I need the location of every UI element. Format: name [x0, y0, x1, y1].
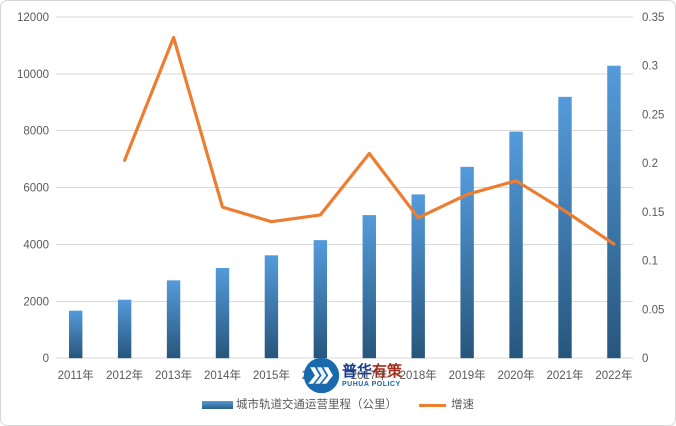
- x-axis-label-2015年: 2015年: [253, 368, 290, 382]
- watermark-text: 普华有策 PUHUA POLICY: [342, 364, 402, 388]
- left-axis-tick-label: 0: [43, 353, 49, 365]
- x-axis-label-2014年: 2014年: [204, 368, 241, 382]
- left-axis-tick-label: 4000: [23, 239, 49, 251]
- bar-2013年: [166, 280, 181, 359]
- x-axis-label-2022年: 2022年: [595, 368, 632, 382]
- right-axis-tick-label: 0.25: [642, 109, 664, 121]
- chart-legend: 城市轨道交通运营里程（公里） 增速: [1, 397, 675, 413]
- watermark-en-name: PUHUA POLICY: [342, 380, 401, 388]
- watermark-cn-name: 普华有策: [342, 364, 402, 379]
- growth-line: [122, 35, 616, 246]
- bar-2019年: [460, 166, 474, 359]
- bar-2012年: [117, 299, 132, 359]
- x-axis-label-2020年: 2020年: [498, 368, 535, 382]
- right-axis-tick-label: 0.05: [642, 304, 664, 316]
- legend-line-swatch: [419, 403, 446, 407]
- x-axis-label-2017年: 2017年: [351, 368, 388, 382]
- x-axis-label-2018年: 2018年: [400, 368, 437, 382]
- legend-bar-label: 城市轨道交通运营里程（公里）: [236, 399, 397, 411]
- right-axis-tick-label: 0.35: [642, 12, 664, 24]
- bar-2021年: [558, 96, 572, 359]
- bar-2017年: [362, 215, 376, 359]
- x-axis-label-2012年: 2012年: [106, 368, 143, 382]
- x-axis-label-2019年: 2019年: [449, 368, 486, 382]
- x-axis-label-2011年: 2011年: [58, 368, 94, 382]
- bar-2011年: [69, 310, 83, 359]
- right-axis-tick-label: 0: [642, 353, 648, 365]
- legend-bar-swatch: [202, 401, 233, 409]
- right-axis-tick-label: 0.2: [642, 158, 658, 170]
- left-axis-tick-label: 6000: [23, 183, 49, 195]
- watermark-logo: 普华有策 PUHUA POLICY: [303, 357, 402, 394]
- right-axis-tick-label: 0.3: [642, 61, 658, 73]
- bar-2015年: [264, 255, 279, 359]
- x-axis-label-2013年: 2013年: [155, 368, 192, 382]
- bar-2018年: [411, 194, 425, 359]
- left-axis-tick-label: 8000: [23, 126, 49, 138]
- bar-2022年: [607, 65, 621, 359]
- right-axis-tick-label: 0.1: [642, 256, 658, 268]
- bar-2016年: [313, 240, 328, 359]
- bar-2020年: [509, 131, 523, 359]
- watermark-cn-red: 有策: [372, 362, 403, 380]
- x-axis-label-2021年: 2021年: [546, 368, 583, 382]
- left-axis-tick-label: 10000: [17, 69, 49, 81]
- left-axis-tick-label: 2000: [23, 296, 49, 308]
- legend-line-label: 增速: [451, 399, 474, 411]
- bar-2014年: [215, 267, 230, 359]
- right-axis-tick-label: 0.15: [642, 207, 664, 219]
- watermark-cn-blue: 普华: [342, 362, 373, 380]
- left-axis-tick-label: 12000: [17, 12, 49, 24]
- watermark-chevron-icon: [303, 357, 340, 394]
